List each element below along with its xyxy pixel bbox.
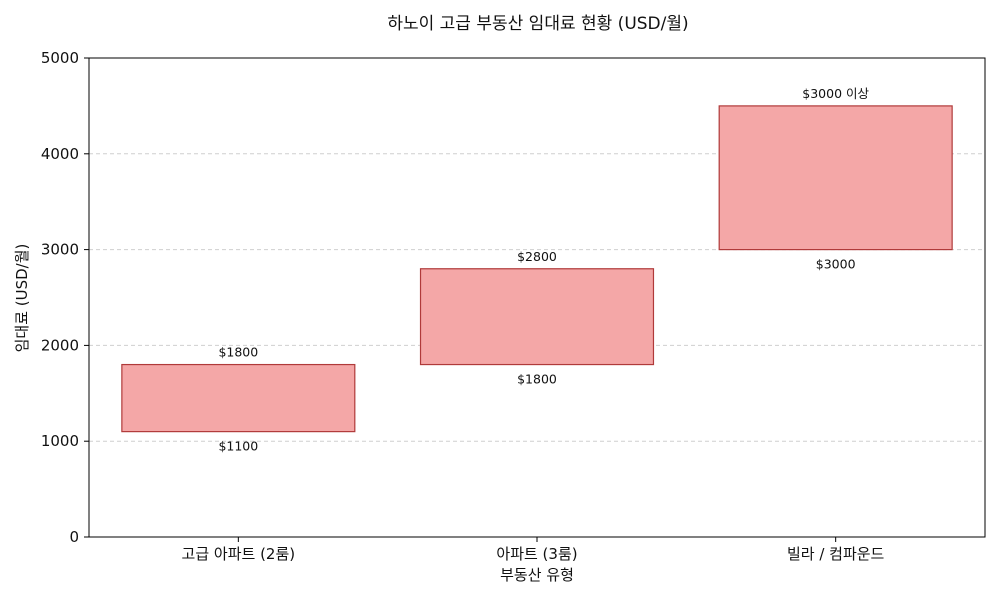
- y-tick-label: 4000: [41, 145, 79, 163]
- y-tick-label: 0: [69, 528, 79, 546]
- y-axis-label: 임대료 (USD/월): [13, 244, 31, 353]
- bar-high-label: $1800: [218, 345, 258, 360]
- data-labels: $1800 $1100 $2800 $1800 $3000 이상 $3000: [218, 86, 869, 454]
- y-tick-label: 1000: [41, 432, 79, 450]
- y-tick-label: 2000: [41, 336, 79, 354]
- chart-title: 하노이 고급 부동산 임대료 현황 (USD/월): [387, 14, 688, 34]
- bar-low-label: $1100: [218, 439, 258, 454]
- range-bar: [121, 363, 356, 433]
- range-bar: [419, 268, 655, 366]
- bar-low-label: $3000: [816, 257, 856, 272]
- x-tick-label: 빌라 / 컴파운드: [787, 545, 885, 563]
- bar-high-label: $3000 이상: [802, 86, 869, 101]
- bar-high-label: $2800: [517, 249, 557, 264]
- x-axis-label: 부동산 유형: [500, 566, 574, 584]
- y-tick-label: 5000: [41, 49, 79, 67]
- x-tick-label: 아파트 (3룸): [496, 545, 577, 563]
- y-tick-label: 3000: [41, 241, 79, 259]
- x-tick-label: 고급 아파트 (2룸): [182, 545, 296, 563]
- bar-low-label: $1800: [517, 372, 557, 387]
- axes: 0 1000 2000 3000 4000 5000 고급 아파트 (2룸) 아파트 (3룸)…: [41, 49, 885, 563]
- bars: [121, 105, 953, 433]
- range-bar: [718, 105, 953, 251]
